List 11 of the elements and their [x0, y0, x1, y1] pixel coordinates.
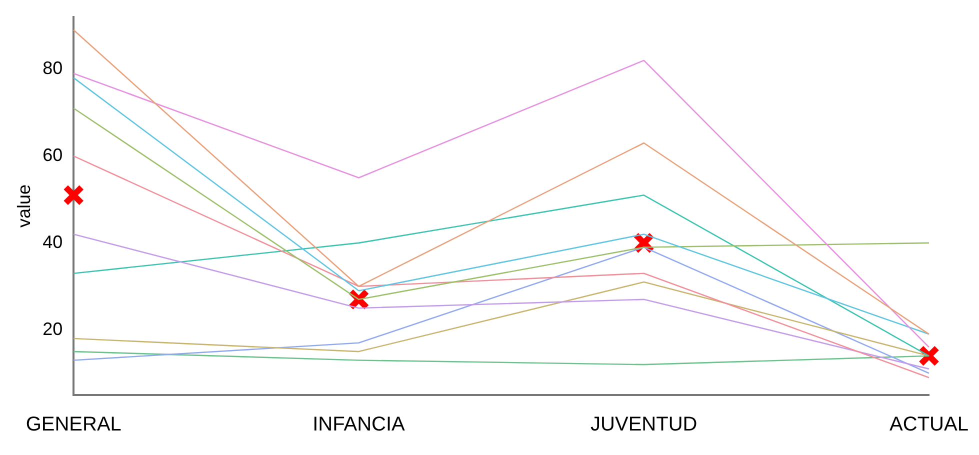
x-tick-label: INFANCIA	[312, 414, 406, 436]
y-tick-label: 80	[42, 58, 63, 78]
y-axis-title: value	[14, 184, 34, 228]
point	[918, 345, 940, 367]
x-tick-label: ACTUAL	[890, 414, 968, 436]
y-tick-label: 20	[42, 318, 63, 339]
y-tick-label: 40	[42, 232, 63, 252]
x-tick-label: GENERAL	[26, 414, 122, 436]
point	[62, 184, 84, 206]
y-tick-label: 60	[42, 145, 63, 166]
x-tick-label: JUVENTUD	[590, 414, 698, 436]
